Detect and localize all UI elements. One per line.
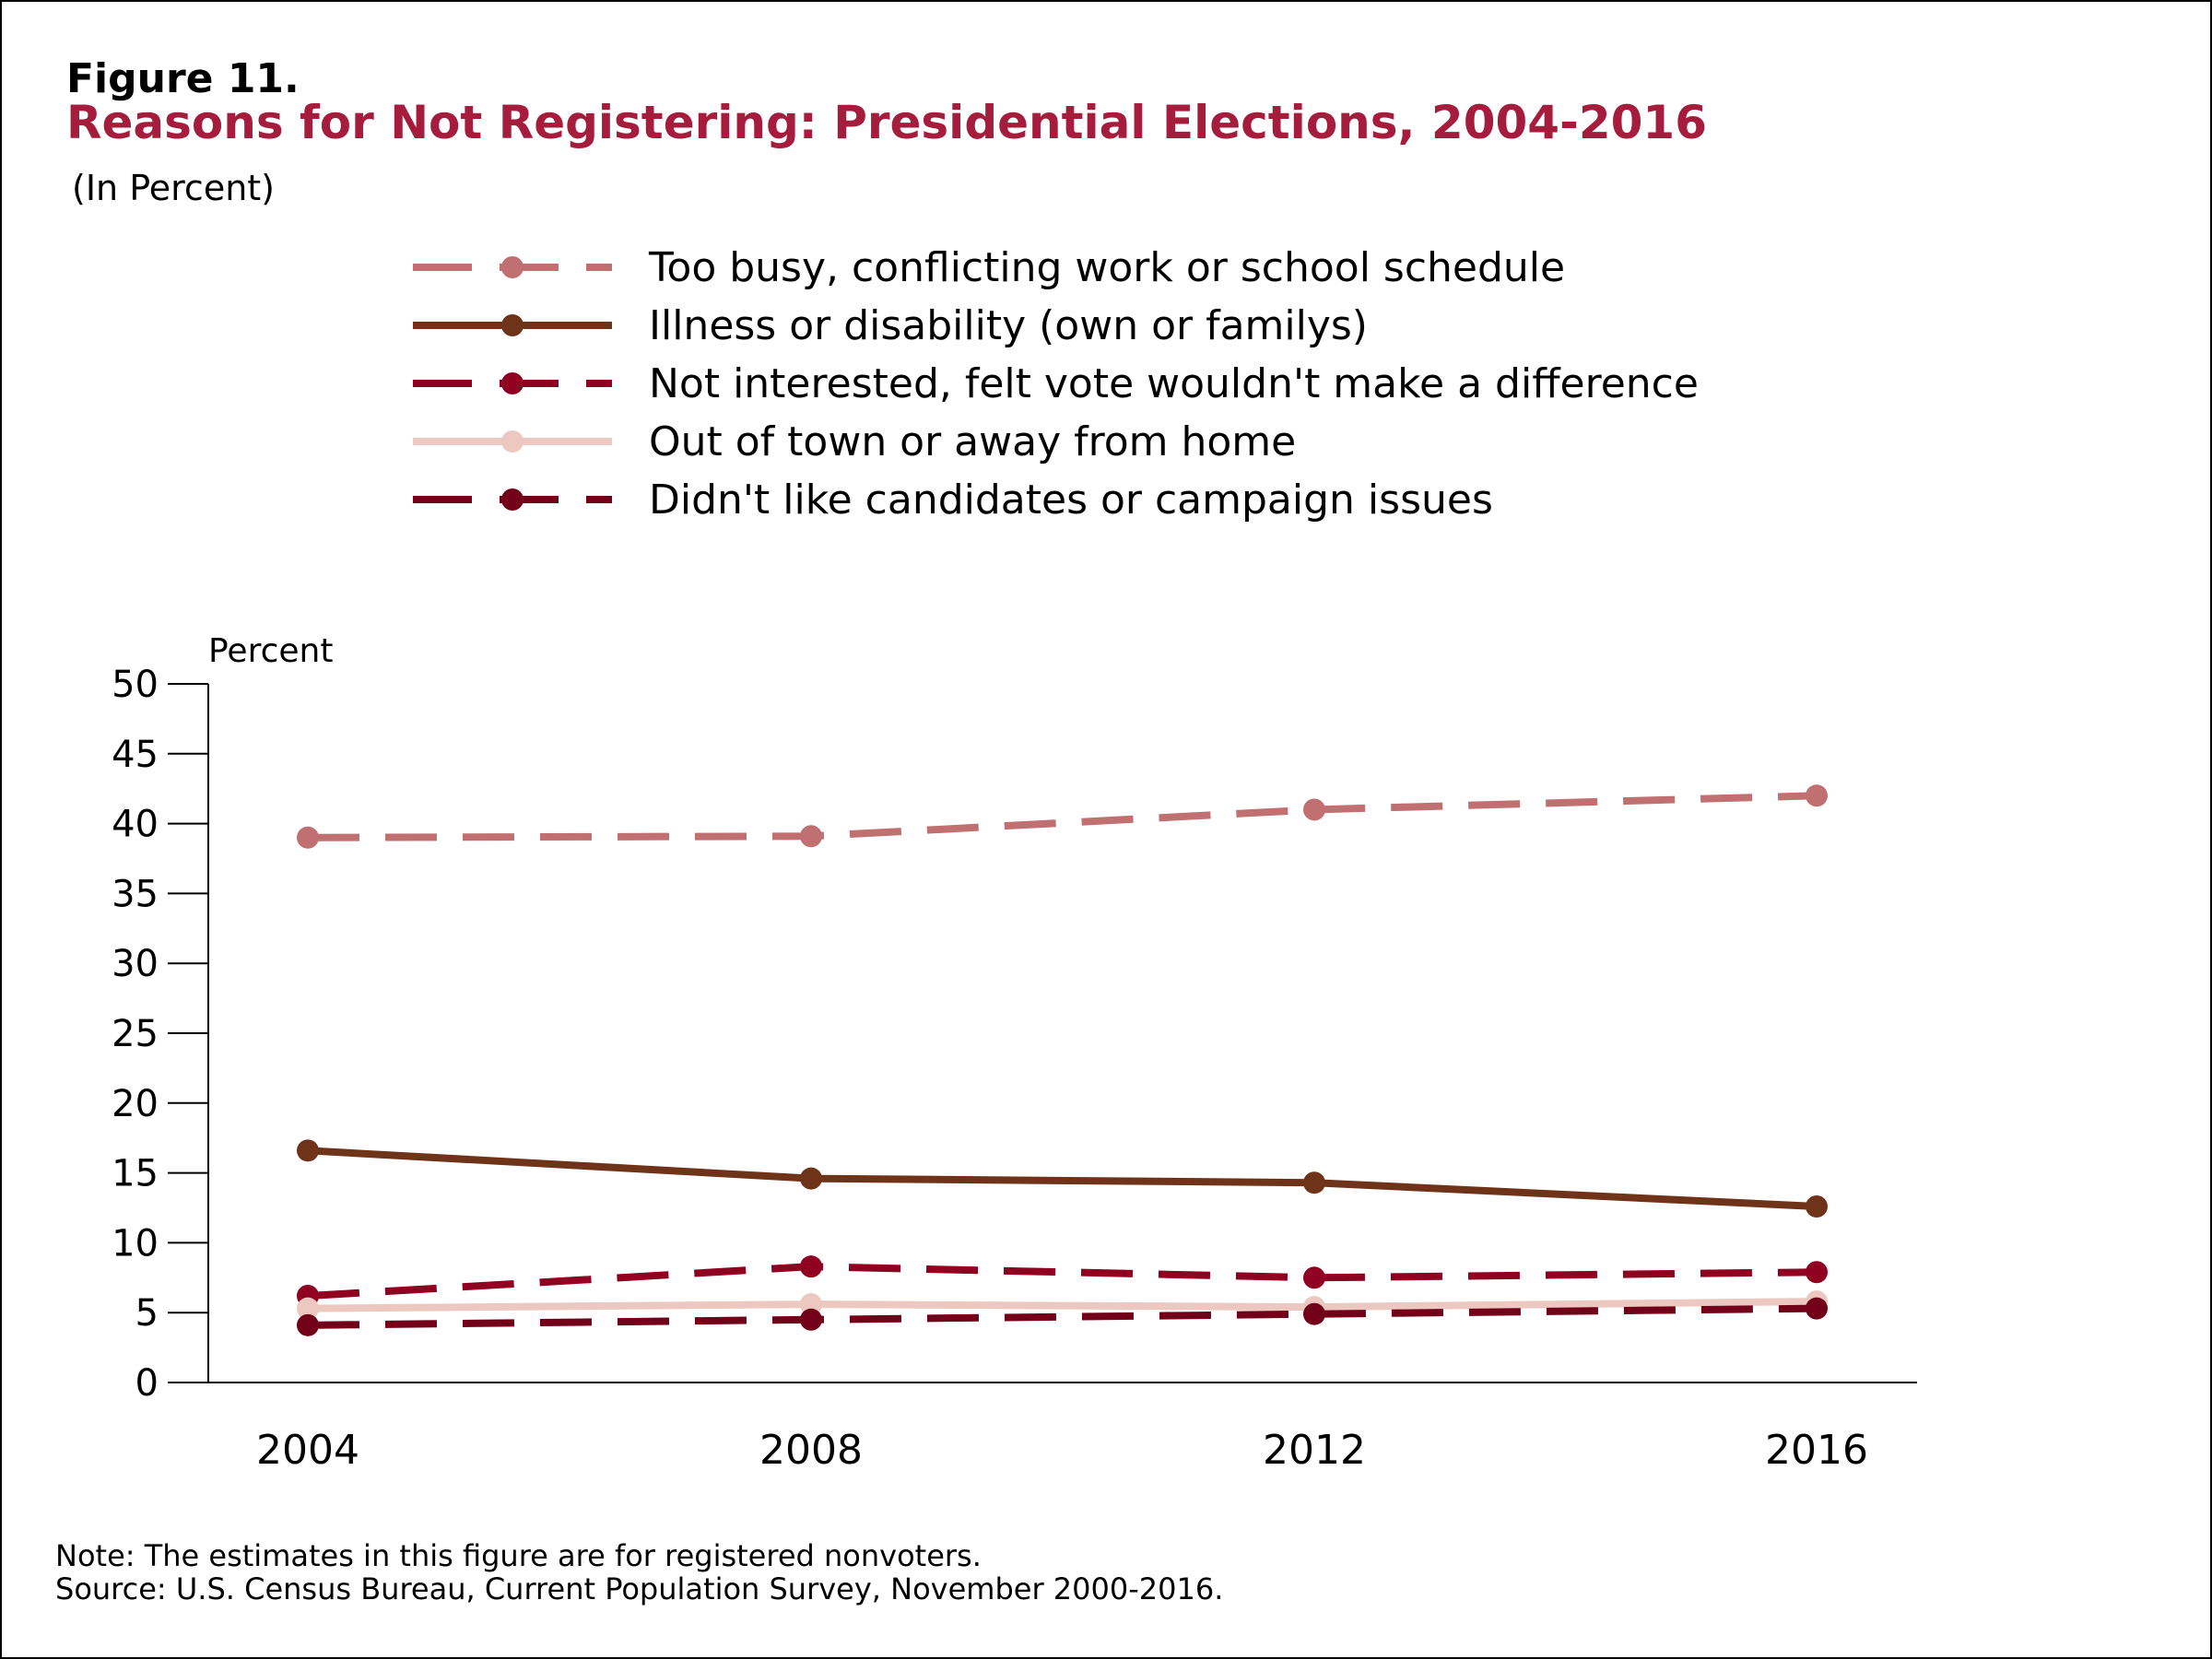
x-tick-label: 2008 (759, 1427, 863, 1474)
y-tick-label: 40 (112, 804, 159, 846)
series-line-4 (307, 1298, 1818, 1312)
legend-marker-4 (501, 430, 524, 453)
y-tick-label: 50 (112, 664, 159, 706)
note-text: Note: The estimates in this figure are f… (55, 1538, 982, 1573)
y-tick-label: 0 (135, 1362, 159, 1405)
series-2-point (800, 1167, 822, 1190)
series-3-point (1303, 1266, 1325, 1289)
legend-label-5: Didn't like candidates or campaign issue… (649, 477, 1493, 524)
legend-label-2: Illness or disability (own or familys) (649, 302, 1368, 349)
chart-series (297, 784, 1828, 1336)
chart-legend: Too busy, conflicting work or school sch… (413, 244, 1699, 524)
legend-label-1: Too busy, conflicting work or school sch… (648, 244, 1565, 291)
y-tick-label: 35 (112, 873, 159, 915)
series-4-point (297, 1297, 319, 1320)
x-tick-label: 2016 (1765, 1427, 1868, 1474)
legend-marker-1 (501, 256, 524, 278)
figure-notes: Note: The estimates in this figure are f… (55, 1539, 1223, 1606)
series-2-point (1806, 1194, 1828, 1218)
chart-subtitle: (In Percent) (72, 168, 276, 208)
y-tick-label: 20 (112, 1083, 159, 1125)
series-5-point (800, 1308, 822, 1331)
legend-label-4: Out of town or away from home (649, 418, 1296, 465)
series-5-point (1303, 1302, 1325, 1325)
chart-axes: 0 5 10 15 20 25 30 35 40 45 50 Percent 2004 2008 2012 2… (112, 632, 1917, 1474)
source-text: Source: U.S. Census Bureau, Current Popu… (55, 1571, 1224, 1606)
y-tick-label: 25 (112, 1013, 159, 1055)
y-tick-label: 15 (112, 1153, 159, 1195)
series-line-3 (307, 1263, 1818, 1300)
series-4-point (800, 1293, 822, 1316)
series-line-2 (307, 1147, 1818, 1210)
legend-label-3: Not interested, felt vote wouldn't make … (649, 360, 1699, 407)
series-1-point (1303, 798, 1325, 821)
y-tick-label: 10 (112, 1222, 159, 1265)
series-1-point (297, 826, 319, 849)
series-5-point (1806, 1297, 1828, 1320)
y-axis-label: Percent (208, 632, 333, 670)
x-tick-label: 2012 (1263, 1427, 1366, 1474)
y-tick-label: 45 (112, 734, 159, 776)
chart-title: Reasons for Not Registering: Presidentia… (66, 96, 1708, 149)
series-1-point (800, 825, 822, 848)
series-5-point (297, 1313, 319, 1336)
y-tick-label: 30 (112, 943, 159, 985)
series-3-point (1806, 1261, 1828, 1284)
legend-marker-5 (501, 488, 524, 511)
legend-marker-3 (501, 372, 524, 394)
series-line-5 (307, 1304, 1818, 1329)
series-1-point (1806, 784, 1828, 807)
legend-marker-2 (501, 314, 524, 336)
series-3-point (800, 1255, 822, 1278)
series-line-1 (307, 792, 1818, 841)
figure-label: Figure 11. (66, 55, 300, 102)
y-tick-label: 5 (135, 1292, 159, 1335)
series-2-point (297, 1139, 319, 1162)
x-tick-label: 2004 (256, 1427, 359, 1474)
series-2-point (1303, 1171, 1325, 1194)
